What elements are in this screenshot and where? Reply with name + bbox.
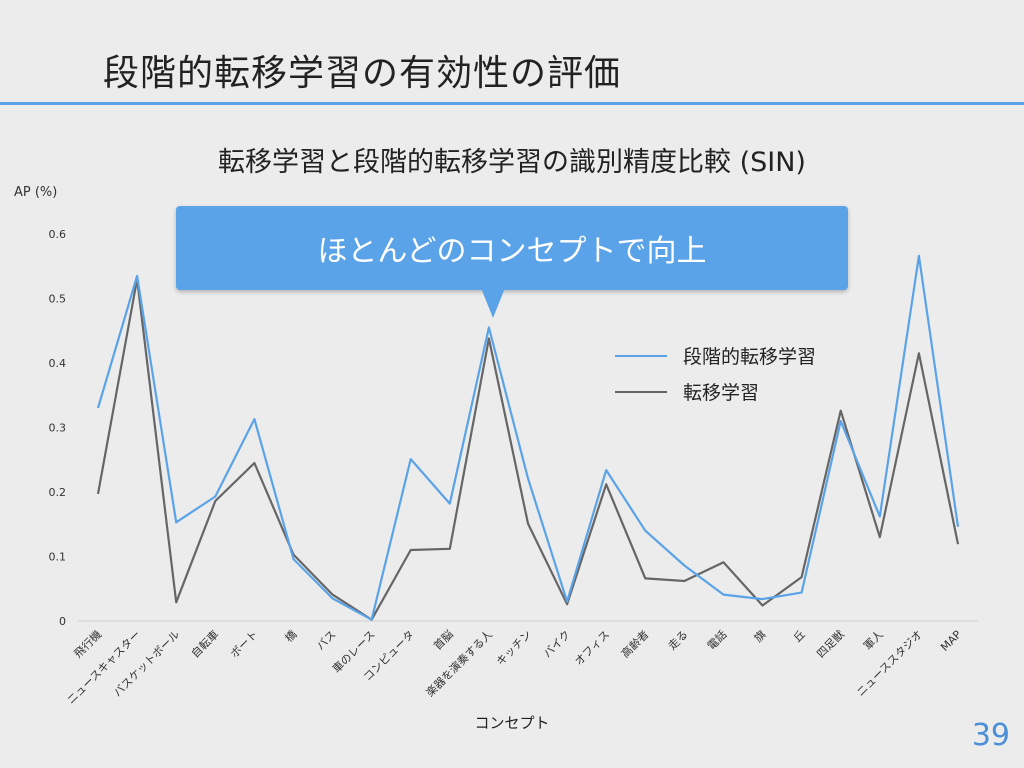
y-tick-label: 0.3	[49, 422, 67, 435]
page-number: 39	[971, 718, 1010, 753]
legend-label-transfer: 転移学習	[683, 382, 760, 404]
x-tick-label: 丘	[791, 628, 808, 645]
legend-swatch-staged	[615, 354, 667, 357]
x-tick-label: 自転車	[188, 627, 221, 660]
x-axis-title: コンセプト	[474, 714, 550, 732]
x-tick-label: キッチン	[494, 628, 534, 668]
y-tick-label: 0.5	[49, 293, 67, 306]
x-tick-label: 軍人	[861, 628, 886, 653]
x-tick-label: 電話	[704, 627, 729, 652]
series-line-transfer	[96, 278, 960, 621]
legend-item-staged: 段階的転移学習	[615, 342, 816, 369]
y-tick-label: 0.6	[49, 228, 67, 241]
y-tick-label: 0.1	[49, 551, 67, 564]
x-tick-label: 四足獣	[814, 627, 847, 660]
x-tick-label: MAP	[938, 628, 964, 654]
x-tick-label: ニューススタジオ	[854, 628, 925, 699]
x-tick-label: 飛行機	[71, 627, 104, 660]
x-tick-label: バスケットボール	[111, 628, 182, 699]
legend-item-transfer: 転移学習	[615, 378, 759, 405]
x-tick-label: 旗	[751, 627, 769, 645]
y-tick-label: 0.4	[49, 357, 67, 370]
legend-label-staged: 段階的転移学習	[683, 346, 817, 368]
x-tick-label: ボート	[228, 628, 261, 661]
x-tick-label: 高齢者	[618, 627, 651, 660]
x-tick-label: バス	[314, 628, 339, 653]
x-tick-label: 橋	[282, 627, 300, 645]
chart-title: 転移学習と段階的転移学習の識別精度比較 (SIN)	[218, 147, 806, 178]
slide-title: 段階的転移学習の有効性の評価	[103, 53, 622, 94]
x-tick-label: オフィス	[572, 628, 612, 668]
x-tick-label: ニュースキャスター	[64, 628, 143, 707]
y-tick-label: 0	[59, 615, 66, 628]
callout-box: ほとんどのコンセプトで向上	[176, 206, 848, 290]
callout-pointer	[481, 288, 505, 318]
x-tick-label: バイク	[541, 628, 573, 660]
series-line-staged	[96, 254, 960, 621]
legend-swatch-transfer	[615, 390, 667, 393]
x-tick-label: 楽器を演奏する人	[423, 627, 495, 699]
title-rule	[0, 102, 1024, 105]
callout-text: ほとんどのコンセプトで向上	[317, 234, 707, 269]
y-axis-title: AP (%)	[14, 185, 58, 200]
x-tick-label: 走る	[666, 628, 691, 653]
y-tick-label: 0.2	[49, 486, 67, 499]
x-tick-label: 首脳	[430, 627, 455, 652]
